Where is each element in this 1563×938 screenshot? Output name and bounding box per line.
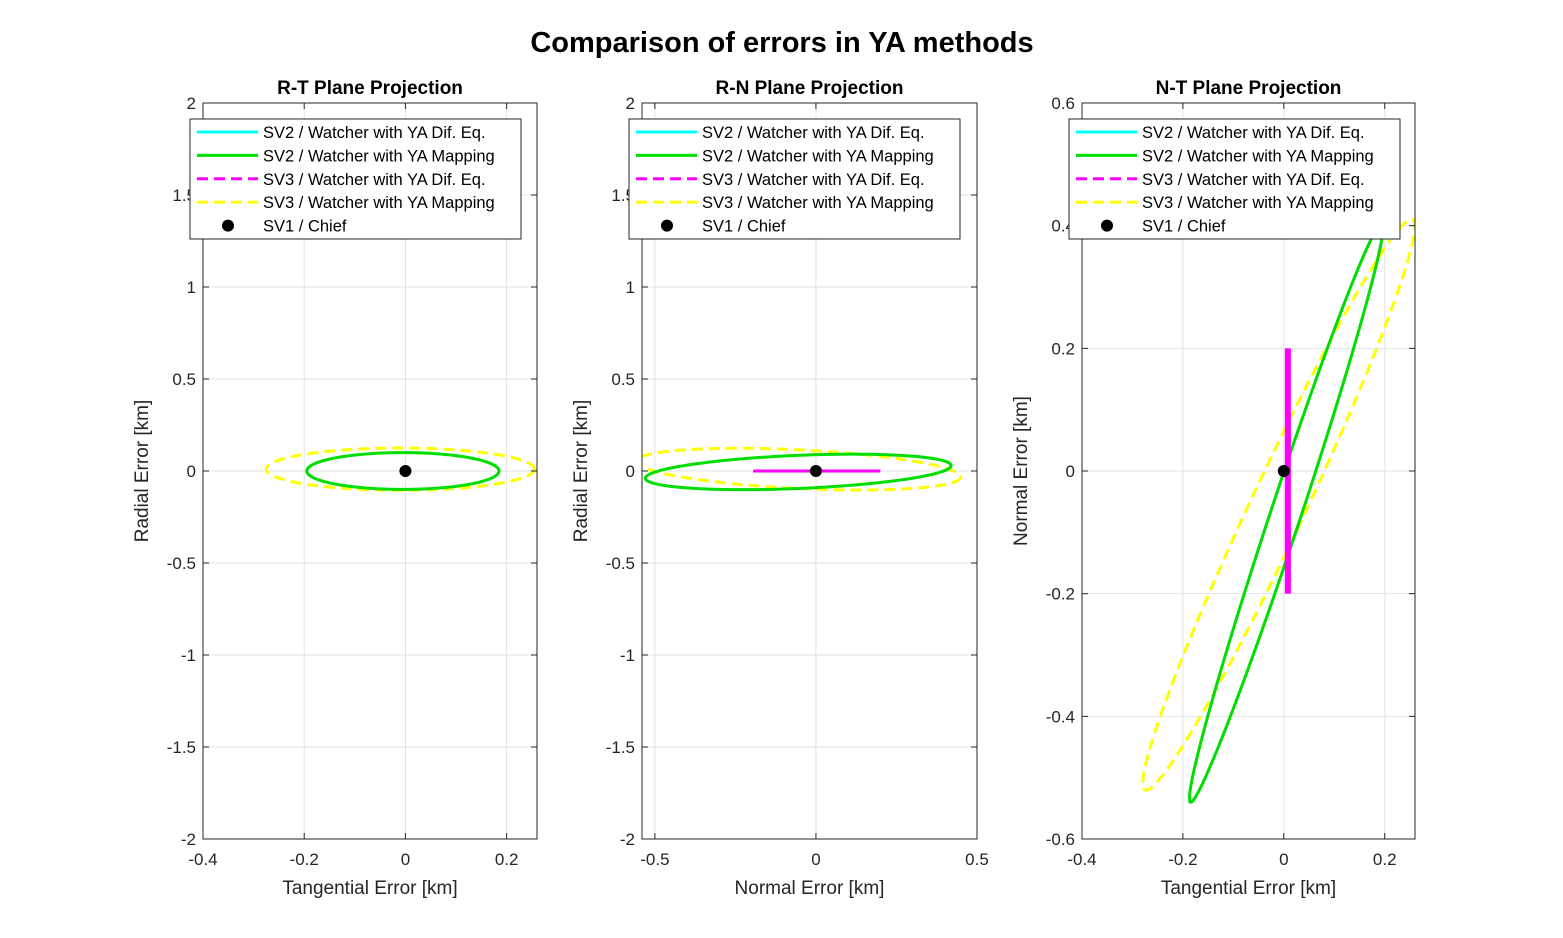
axes-title: R-T Plane Projection [277, 78, 463, 99]
axes-title: N-T Plane Projection [1156, 78, 1342, 99]
figure-title: Comparison of errors in YA methods [530, 27, 1033, 59]
y-tick-label: -0.5 [167, 554, 196, 573]
x-tick-label: -0.5 [640, 850, 669, 869]
axes-1: -0.4 -0.2 0 0.2-2-1.5-1-0.500.511.52R-T Pla… [132, 78, 538, 899]
legend-label-sv3_mapping: SV3 / Watcher with YA Mapping [263, 194, 495, 212]
x-tick-label: 0 [811, 850, 820, 869]
legend-label-sv2_mapping: SV2 / Watcher with YA Mapping [1142, 147, 1374, 165]
y-tick-label: 2 [626, 94, 635, 113]
axes-3: -0.4 -0.2 0 0.2-0.6-0.4-0.200.20.40.6N-T Pl… [1011, 78, 1416, 899]
x-tick-label: -0.2 [290, 850, 319, 869]
series-sv3_mapping [642, 446, 963, 492]
legend-label-sv3_mapping: SV3 / Watcher with YA Mapping [702, 194, 934, 212]
y-tick-label: 0.5 [611, 370, 635, 389]
y-tick-label: -1.5 [167, 738, 196, 757]
legend-label-sv2_difeq: SV2 / Watcher with YA Dif. Eq. [263, 124, 486, 142]
legend-label-sv2_difeq: SV2 / Watcher with YA Dif. Eq. [702, 124, 925, 142]
legend-label-sv3_difeq: SV3 / Watcher with YA Dif. Eq. [263, 171, 486, 189]
y-tick-label: 0 [187, 462, 196, 481]
y-tick-label: -0.5 [606, 554, 635, 573]
legend-label-sv3_mapping: SV3 / Watcher with YA Mapping [1142, 194, 1374, 212]
y-tick-label: 2 [187, 94, 196, 113]
y-tick-label: 0 [1066, 462, 1075, 481]
legend-label-sv2_mapping: SV2 / Watcher with YA Mapping [702, 147, 934, 165]
ticks [642, 102, 978, 840]
y-tick-label: -1 [620, 646, 635, 665]
y-tick-label: 1 [187, 278, 196, 297]
legend-label-chief: SV1 / Chief [263, 218, 347, 236]
x-tick-label: 0.2 [1373, 850, 1397, 869]
legend-box [1068, 118, 1401, 240]
legend-marker-chief [222, 219, 234, 232]
y-tick-label: -0.2 [1046, 585, 1075, 604]
y-tick-label: -2 [620, 830, 635, 849]
legend-label-sv2_mapping: SV2 / Watcher with YA Mapping [263, 147, 495, 165]
y-axis-label: Radial Error [km] [132, 400, 153, 543]
x-tick-label: 0 [401, 850, 410, 869]
axes-2: -0.5 0 0.5-2-1.5-1-0.500.511.52R-N Plane P… [571, 78, 989, 899]
legend-box [628, 118, 961, 240]
legend-marker-chief [661, 219, 673, 232]
y-tick-label: 0.2 [1051, 339, 1075, 358]
series-chief-marker [809, 465, 822, 477]
x-tick-label: -0.2 [1168, 850, 1197, 869]
y-tick-label: -1.5 [606, 738, 635, 757]
y-tick-label: -1 [181, 646, 196, 665]
y-tick-label: 0.5 [172, 370, 196, 389]
x-tick-label: -0.4 [1067, 850, 1096, 869]
y-tick-label: 0.6 [1051, 94, 1075, 113]
y-axis-label: Normal Error [km] [1011, 396, 1032, 546]
series-sv3_mapping [1141, 217, 1415, 792]
series-sv2_mapping [1187, 221, 1385, 804]
legend-label-chief: SV1 / Chief [1142, 218, 1226, 236]
axes-title: R-N Plane Projection [716, 78, 904, 99]
y-tick-label: 0 [626, 462, 635, 481]
legend-label-sv2_difeq: SV2 / Watcher with YA Dif. Eq. [1142, 124, 1365, 142]
x-axis-label: Normal Error [km] [735, 878, 885, 899]
y-axis-label: Radial Error [km] [571, 400, 592, 543]
legend-label-sv3_difeq: SV3 / Watcher with YA Dif. Eq. [702, 171, 925, 189]
plot-data [264, 446, 536, 492]
y-tick-label: -0.4 [1046, 707, 1075, 726]
series-chief-marker [399, 465, 412, 477]
legend: SV2 / Watcher with YA Dif. Eq. SV2 / Watc… [628, 118, 961, 240]
legend: SV2 / Watcher with YA Dif. Eq. SV2 / Watc… [189, 118, 522, 240]
plot-data [1141, 217, 1415, 804]
x-axis-label: Tangential Error [km] [282, 878, 457, 899]
legend-label-chief: SV1 / Chief [702, 218, 786, 236]
x-tick-label: 0 [1279, 850, 1288, 869]
plot-data [642, 446, 963, 492]
series-sv3_mapping [264, 446, 536, 492]
x-tick-label: -0.4 [188, 850, 217, 869]
y-tick-label: -2 [181, 830, 196, 849]
x-axis-label: Tangential Error [km] [1161, 878, 1336, 899]
ticks [1081, 102, 1415, 840]
legend-marker-chief [1101, 219, 1113, 232]
series-sv2_mapping [305, 451, 501, 491]
series-sv2_mapping [643, 452, 953, 492]
series-chief-marker [1277, 465, 1290, 477]
legend-box [189, 118, 522, 240]
x-tick-label: 0.2 [495, 850, 519, 869]
legend: SV2 / Watcher with YA Dif. Eq. SV2 / Watc… [1068, 118, 1401, 240]
y-tick-label: 1 [626, 278, 635, 297]
ticks [202, 102, 537, 840]
legend-label-sv3_difeq: SV3 / Watcher with YA Dif. Eq. [1142, 171, 1365, 189]
x-tick-label: 0.5 [965, 850, 989, 869]
y-tick-label: -0.6 [1046, 830, 1075, 849]
